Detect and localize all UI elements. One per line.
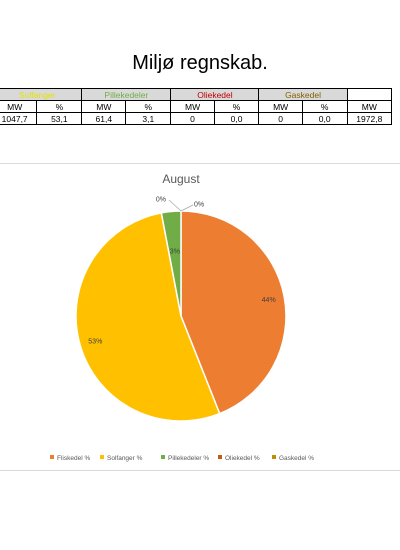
data-label-pillekedeler: 3%: [170, 249, 180, 256]
value-cell: 0,0: [213, 112, 260, 125]
legend-swatch-pillekedeler: [161, 455, 165, 459]
value-cell: 0,0: [301, 112, 348, 125]
group-header-pillekedeler: Pillekedeler: [81, 88, 172, 101]
unit-cell: %: [301, 100, 348, 113]
energy-table: Solfanger Pillekedeler Oliekedel Gaskede…: [0, 88, 393, 125]
legend-label-oliekedel: Oliekedel %: [225, 455, 260, 462]
data-label-solfanger: 53%: [88, 338, 102, 345]
pie-slice-solfanger: [75, 211, 221, 422]
chart-bottom-border: [0, 470, 400, 471]
unit-cell: %: [36, 100, 83, 113]
group-header-oliekedel: Oliekedel: [170, 88, 260, 101]
unit-cell: MW: [170, 100, 215, 113]
data-label-oliekedel: 0%: [156, 197, 166, 204]
unit-cell: MW: [0, 100, 38, 113]
table-group-row: Solfanger Pillekedeler Oliekedel Gaskede…: [0, 88, 393, 101]
pie-chart: August 44% 53% 3% 0% 0% Fliskedel % Solfanger…: [50, 172, 314, 462]
value-cell: 1972,8: [346, 112, 393, 125]
chart-title: August: [162, 172, 200, 186]
legend-swatch-oliekedel: [218, 455, 222, 459]
legend-label-solfanger: Solfanger %: [107, 455, 143, 462]
pie-slice-fliskedel: [180, 210, 287, 415]
unit-cell: MW: [258, 100, 303, 113]
value-cell: 61,4: [81, 112, 127, 125]
value-cell: 3,1: [125, 112, 172, 125]
data-label-gaskedel: 0%: [194, 202, 204, 209]
legend-label-gaskedel: Gaskedel %: [279, 455, 314, 462]
unit-cell: MW: [81, 100, 127, 113]
legend-swatch-gaskedel: [272, 455, 276, 459]
data-label-fliskedel: 44%: [262, 297, 276, 304]
legend-swatch-fliskedel: [50, 455, 54, 459]
group-header-total: [346, 88, 393, 101]
legend-label-pillekedeler: Pillekedeler %: [168, 455, 209, 462]
leader-line-gaskedel: [180, 204, 194, 212]
table-value-row: 1047,7 53,1 61,4 3,1 0 0,0 0 0,0 1972,8: [0, 112, 393, 125]
leader-line-oliekedel: [168, 199, 182, 212]
value-cell: 53,1: [36, 112, 83, 125]
unit-cell: %: [213, 100, 260, 113]
legend-swatch-solfanger: [100, 455, 104, 459]
legend-label-fliskedel: Fliskedel %: [57, 455, 90, 462]
chart-top-border: [0, 163, 400, 164]
page-title: Miljø regnskab.: [132, 52, 268, 74]
value-cell: 0: [258, 112, 303, 125]
value-cell: 0: [170, 112, 215, 125]
group-header-solfanger: Solfanger: [0, 88, 83, 101]
group-header-gaskedel: Gaskedel: [258, 88, 348, 101]
value-cell: 1047,7: [0, 112, 38, 125]
table-unit-row: MW % MW % MW % MW % MW: [0, 100, 393, 113]
unit-cell: %: [125, 100, 172, 113]
unit-cell: MW: [346, 100, 393, 113]
